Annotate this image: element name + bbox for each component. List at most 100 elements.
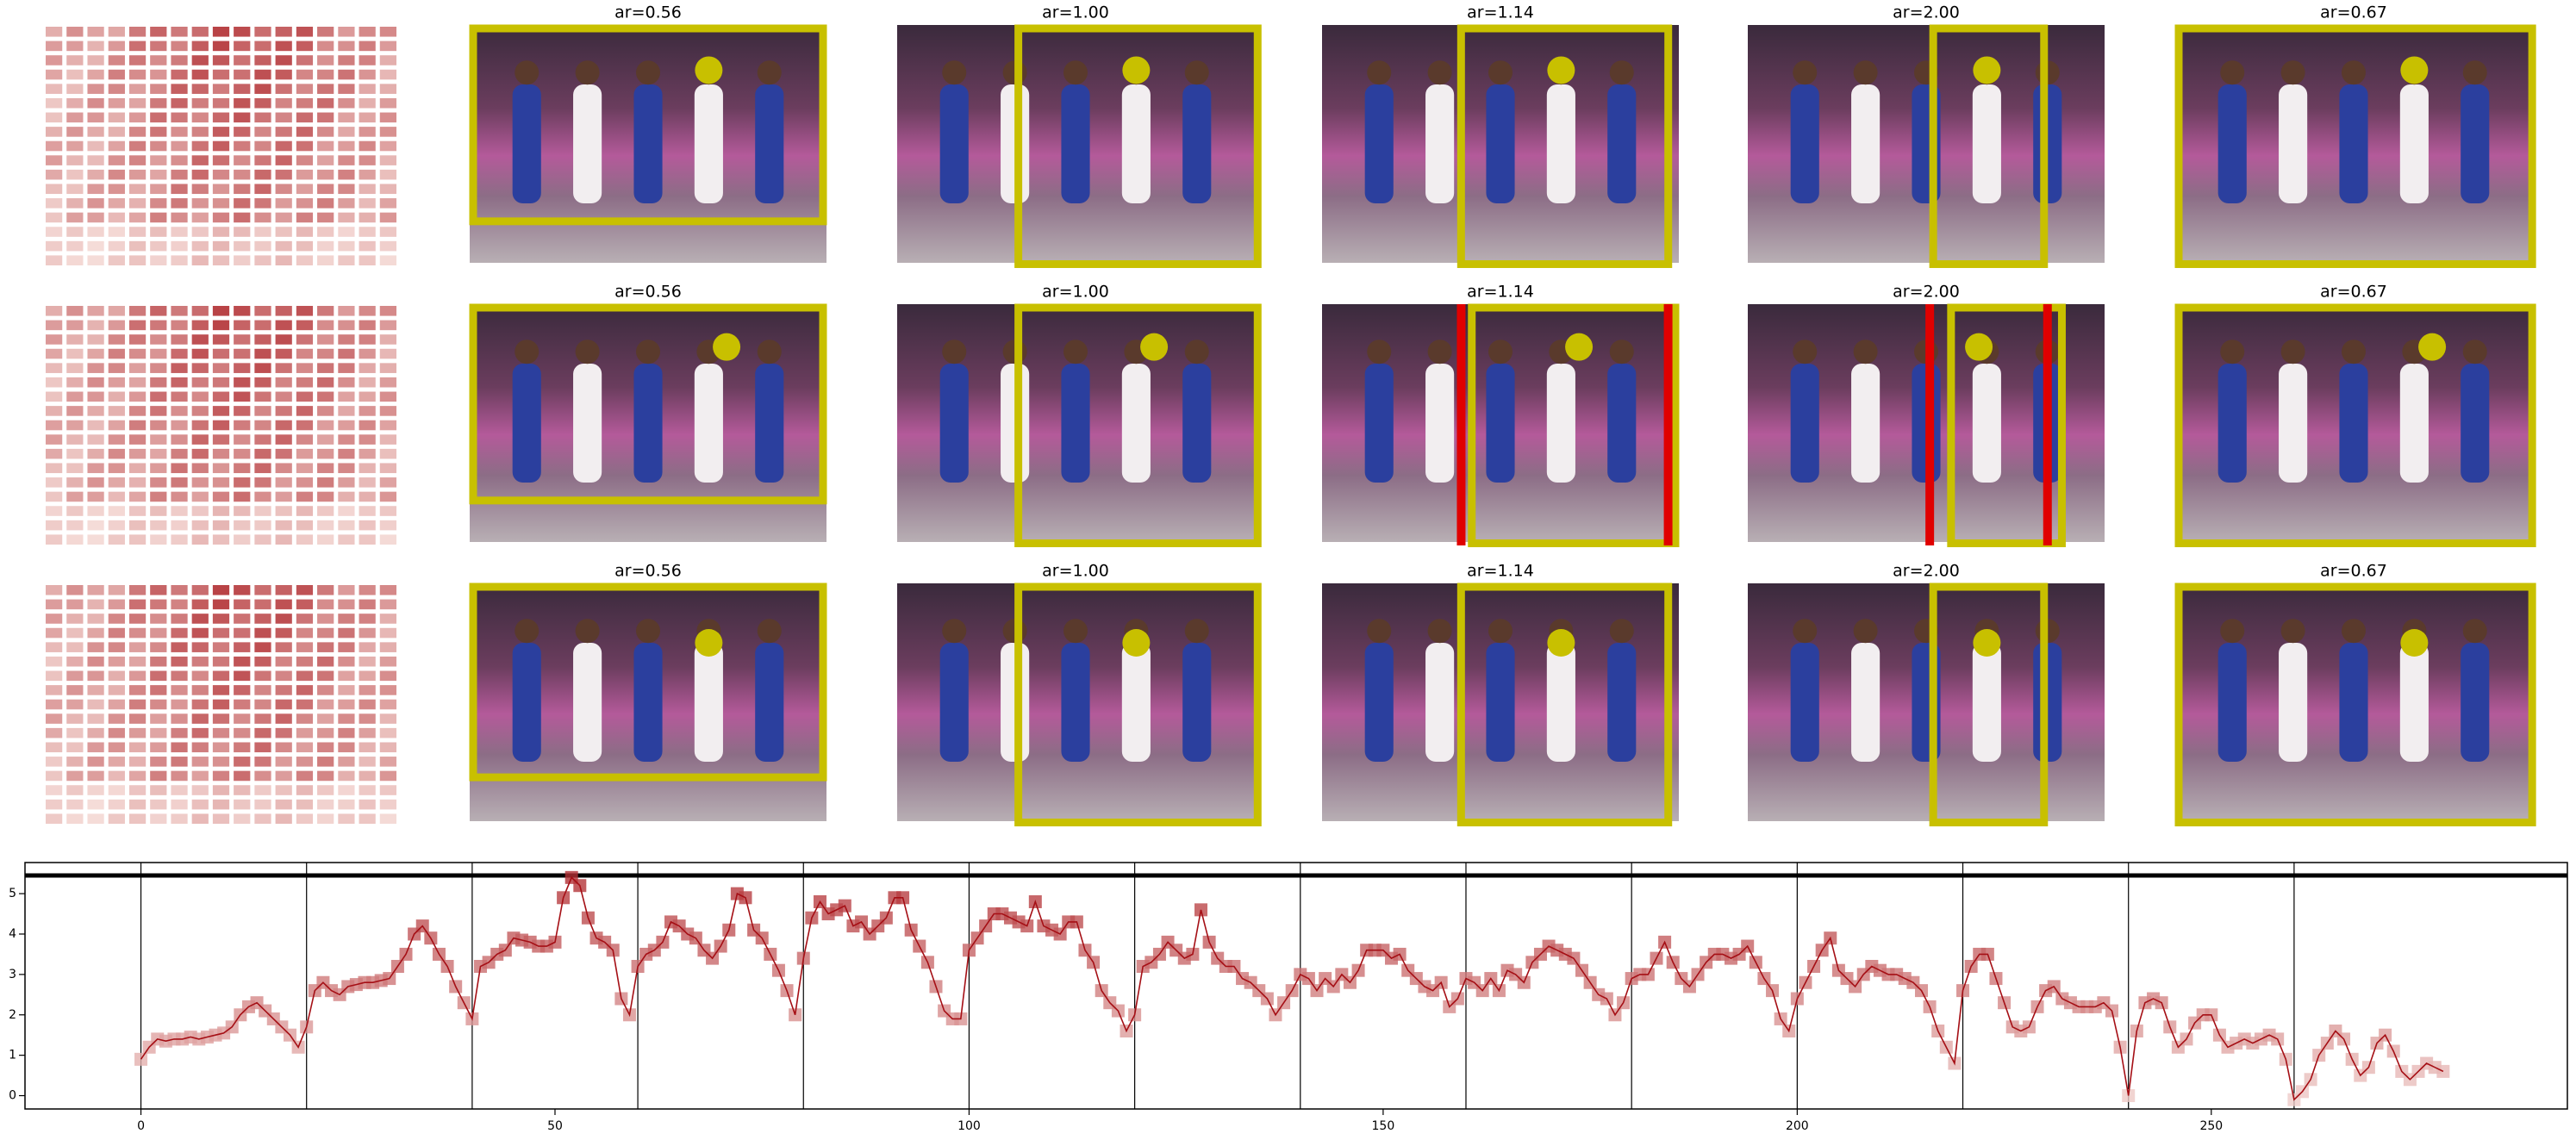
player-head bbox=[1793, 340, 1818, 364]
player bbox=[1851, 643, 1881, 762]
heatmap-cell bbox=[317, 477, 334, 488]
heatmap-cell bbox=[87, 334, 104, 345]
heatmap-cell bbox=[317, 491, 334, 502]
heatmap-cell bbox=[150, 227, 167, 237]
player bbox=[633, 84, 663, 203]
panel-title: ar=0.67 bbox=[2320, 3, 2387, 22]
heatmap-cell bbox=[191, 112, 209, 123]
heatmap-cell bbox=[66, 477, 84, 488]
heatmap-cell bbox=[338, 140, 355, 152]
heatmap-cell bbox=[108, 391, 125, 402]
heatmap-cell bbox=[275, 627, 292, 639]
heatmap-cell bbox=[87, 348, 104, 359]
heatmap-cell bbox=[359, 670, 376, 682]
heatmap-cell bbox=[254, 420, 271, 431]
heatmap-cell bbox=[317, 40, 334, 52]
heatmap-cell bbox=[254, 477, 271, 488]
player-head bbox=[515, 619, 540, 644]
heatmap-cell bbox=[359, 534, 376, 545]
heatmap-cell bbox=[46, 334, 63, 345]
heatmap-cell bbox=[234, 727, 251, 738]
player-head bbox=[2220, 60, 2245, 85]
heatmap-cell bbox=[338, 506, 355, 516]
heatmap-cell bbox=[66, 155, 84, 165]
heatmap-cell bbox=[87, 320, 104, 331]
heatmap-cell bbox=[66, 491, 84, 502]
heatmap-cell bbox=[87, 69, 104, 80]
heatmap-cell bbox=[46, 434, 63, 445]
heatmap-cell bbox=[46, 785, 63, 795]
heatmap-cell bbox=[87, 255, 104, 265]
heatmap-cell bbox=[212, 770, 230, 782]
heatmap-cell bbox=[108, 627, 125, 639]
heatmap-cell bbox=[128, 463, 147, 474]
heatmap-cell bbox=[150, 448, 167, 459]
heatmap-cell bbox=[46, 742, 63, 753]
heatmap-cell bbox=[296, 140, 314, 152]
heatmap-cell bbox=[317, 642, 334, 652]
heatmap-cell bbox=[212, 813, 230, 824]
heatmap-cell bbox=[46, 463, 63, 474]
player-head bbox=[2280, 619, 2305, 644]
heatmap-cell bbox=[150, 785, 167, 795]
heatmap-cell bbox=[46, 377, 63, 388]
player-head bbox=[1184, 60, 1209, 85]
panel-title: ar=1.14 bbox=[1467, 3, 1534, 22]
heatmap-cell bbox=[317, 69, 334, 80]
player bbox=[1061, 643, 1090, 762]
heatmap-cell bbox=[87, 198, 104, 209]
player bbox=[573, 364, 602, 483]
player bbox=[1121, 84, 1151, 203]
heatmap-cell bbox=[108, 84, 125, 94]
player bbox=[1607, 84, 1637, 203]
heatmap-cell bbox=[379, 55, 396, 65]
player-head bbox=[942, 619, 967, 644]
heatmap-cell bbox=[171, 757, 188, 767]
heatmap-cell bbox=[338, 240, 355, 252]
heatmap-cell bbox=[46, 55, 63, 65]
heatmap-cell bbox=[150, 463, 167, 474]
crop-box bbox=[2174, 303, 2536, 548]
heatmap-cell bbox=[338, 40, 355, 52]
heatmap-cell bbox=[108, 377, 125, 388]
y-tick-label: 3 bbox=[9, 968, 16, 981]
player bbox=[633, 364, 663, 483]
heatmap-cell bbox=[108, 55, 125, 65]
panel-title: ar=1.14 bbox=[1467, 562, 1534, 581]
heatmap-cell bbox=[171, 670, 188, 682]
heatmap-cell bbox=[275, 363, 292, 373]
heatmap-cell bbox=[87, 785, 104, 795]
heatmap-cell bbox=[296, 198, 314, 209]
heatmap-cell bbox=[379, 140, 396, 152]
heatmap-cell bbox=[379, 420, 396, 431]
heatmap-cell bbox=[338, 448, 355, 459]
player-head bbox=[515, 340, 540, 364]
crop-box bbox=[2174, 24, 2536, 269]
heatmap-cell bbox=[275, 463, 292, 474]
heatmap-cell bbox=[66, 742, 84, 753]
heatmap-cell bbox=[234, 97, 251, 109]
heatmap-cell bbox=[359, 642, 376, 652]
heatmap-cell bbox=[66, 212, 84, 223]
heatmap-cell bbox=[66, 40, 84, 52]
red-edge bbox=[1456, 304, 1466, 545]
heatmap-cell bbox=[212, 198, 230, 209]
heatmap-cell bbox=[46, 69, 63, 80]
heatmap-cell bbox=[191, 363, 209, 373]
heatmap-cell bbox=[87, 534, 104, 545]
heatmap-cell bbox=[212, 757, 230, 767]
heatmap-cell bbox=[317, 614, 334, 624]
heatmap-cell bbox=[379, 406, 396, 416]
heatmap-cell bbox=[108, 785, 125, 795]
heatmap-cell bbox=[171, 713, 188, 724]
heatmap-cell bbox=[379, 240, 396, 252]
player bbox=[1790, 643, 1819, 762]
heatmap-cell bbox=[254, 334, 271, 345]
heatmap-cell bbox=[66, 198, 84, 209]
heatmap-cell bbox=[359, 363, 376, 373]
heatmap-cell bbox=[212, 377, 230, 388]
heatmap-cell bbox=[171, 477, 188, 488]
heatmap-cell bbox=[254, 699, 271, 710]
heatmap-cell bbox=[191, 770, 209, 782]
player bbox=[1425, 643, 1455, 762]
